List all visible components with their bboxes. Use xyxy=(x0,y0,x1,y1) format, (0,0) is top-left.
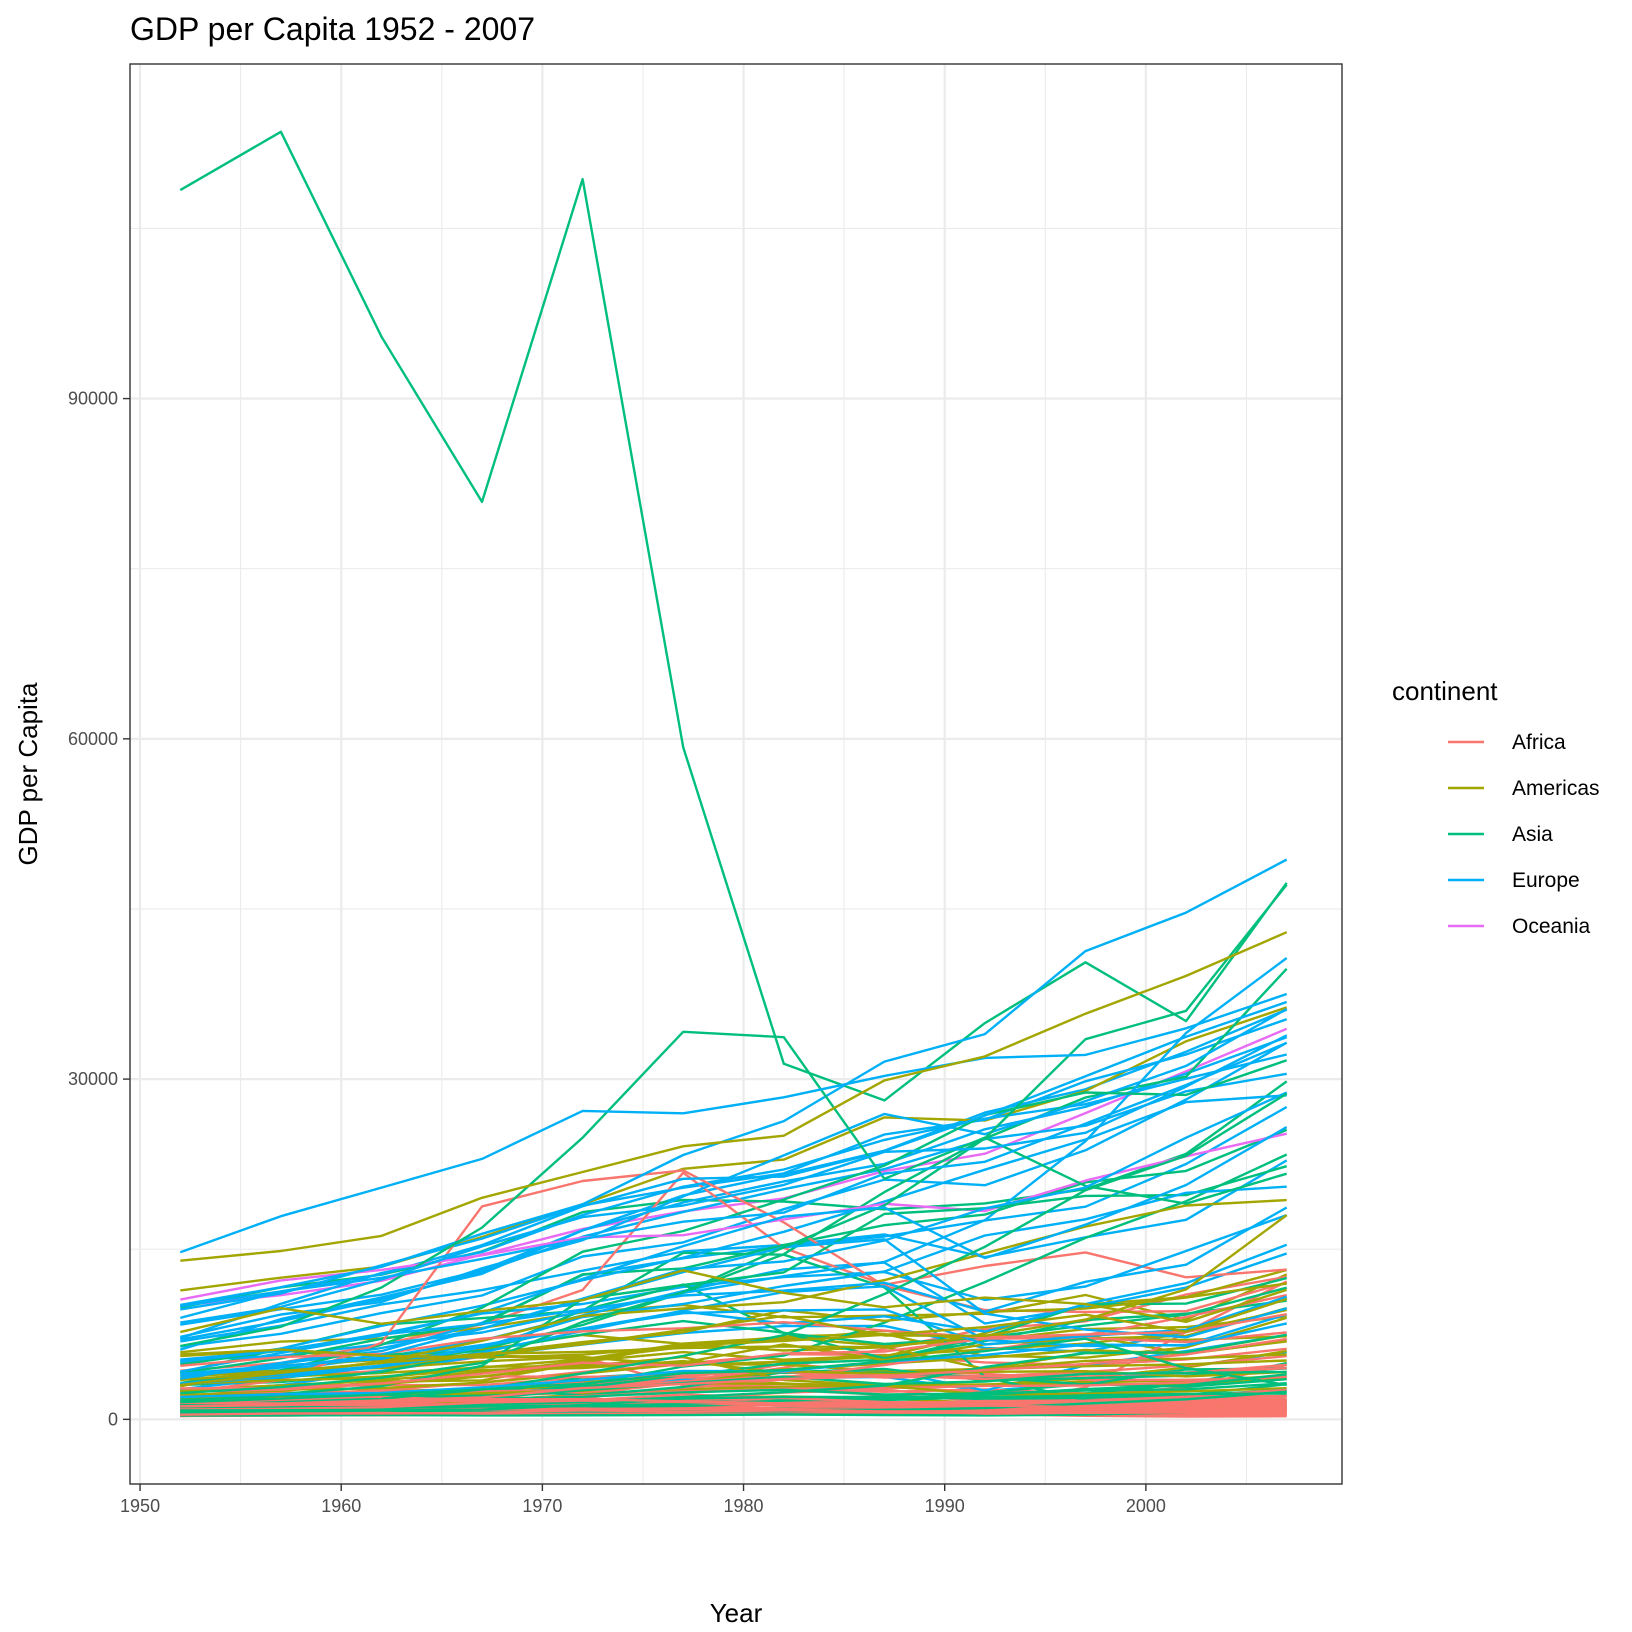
series-line xyxy=(180,1337,1287,1404)
series-line xyxy=(180,1297,1288,1359)
series-lines xyxy=(179,130,1288,1418)
grid-minor xyxy=(130,64,1342,1484)
legend-label-oceania: Oceania xyxy=(1512,915,1591,938)
series-line xyxy=(180,1308,1287,1391)
series-line xyxy=(180,1092,1288,1407)
y-axis-title: GDP per Capita xyxy=(13,682,43,866)
chart-title: GDP per Capita 1952 - 2007 xyxy=(130,11,535,47)
grid-major xyxy=(130,64,1342,1484)
legend: continent Africa Americas Asia Europe Oceani… xyxy=(1392,676,1600,938)
legend-label-europe: Europe xyxy=(1512,869,1580,892)
series-line xyxy=(180,1132,1287,1301)
series-line xyxy=(180,1353,1287,1386)
y-tick-label: 60000 xyxy=(68,729,118,749)
series-line xyxy=(180,1388,1287,1404)
series-line xyxy=(180,1269,1288,1334)
series-line xyxy=(180,1094,1287,1365)
plot-panel-border xyxy=(129,63,1343,1485)
series-line xyxy=(180,1159,1288,1343)
legend-label-asia: Asia xyxy=(1512,823,1553,846)
series-line xyxy=(180,1006,1288,1292)
series-line xyxy=(180,1036,1288,1326)
series-line xyxy=(180,1397,1287,1409)
series-line xyxy=(180,1030,1288,1348)
series-line xyxy=(180,1283,1288,1387)
series-line xyxy=(180,1041,1288,1348)
y-tick-label: 90000 xyxy=(68,389,118,409)
x-tick-label: 1980 xyxy=(724,1496,764,1516)
x-tick-label: 1960 xyxy=(321,1496,361,1516)
legend-title: continent xyxy=(1392,676,1498,706)
series-line xyxy=(180,1007,1288,1339)
series-line xyxy=(180,1331,1287,1390)
x-tick-label: 1950 xyxy=(120,1496,160,1516)
series-line xyxy=(180,1034,1288,1324)
series-line xyxy=(180,1238,1288,1380)
series-line xyxy=(179,1000,1288,1320)
y-axis: 0 30000 60000 90000 xyxy=(68,389,130,1429)
y-tick-label: 30000 xyxy=(68,1069,118,1089)
x-tick-label: 1970 xyxy=(522,1496,562,1516)
series-line xyxy=(180,1409,1287,1416)
series-line xyxy=(180,883,1288,1395)
series-line xyxy=(180,931,1288,1262)
series-line xyxy=(179,130,1288,1102)
series-line xyxy=(180,1214,1288,1387)
x-axis: 1950 1960 1970 1980 1990 2000 xyxy=(120,1484,1166,1516)
series-line xyxy=(180,858,1288,1307)
series-line xyxy=(180,1091,1288,1378)
series-line xyxy=(180,1165,1288,1400)
y-tick-label: 0 xyxy=(108,1409,118,1429)
x-axis-title: Year xyxy=(710,1598,763,1628)
series-line xyxy=(180,1392,1287,1412)
legend-label-africa: Africa xyxy=(1512,731,1566,754)
series-line xyxy=(180,1337,1287,1405)
series-line xyxy=(180,1126,1288,1373)
series-line xyxy=(179,992,1288,1254)
series-line xyxy=(180,1041,1288,1308)
legend-label-americas: Americas xyxy=(1512,777,1600,800)
series-line xyxy=(180,1407,1287,1417)
series-line xyxy=(180,1243,1288,1375)
x-tick-label: 1990 xyxy=(925,1496,965,1516)
series-line xyxy=(180,957,1288,1362)
x-tick-label: 2000 xyxy=(1126,1496,1166,1516)
